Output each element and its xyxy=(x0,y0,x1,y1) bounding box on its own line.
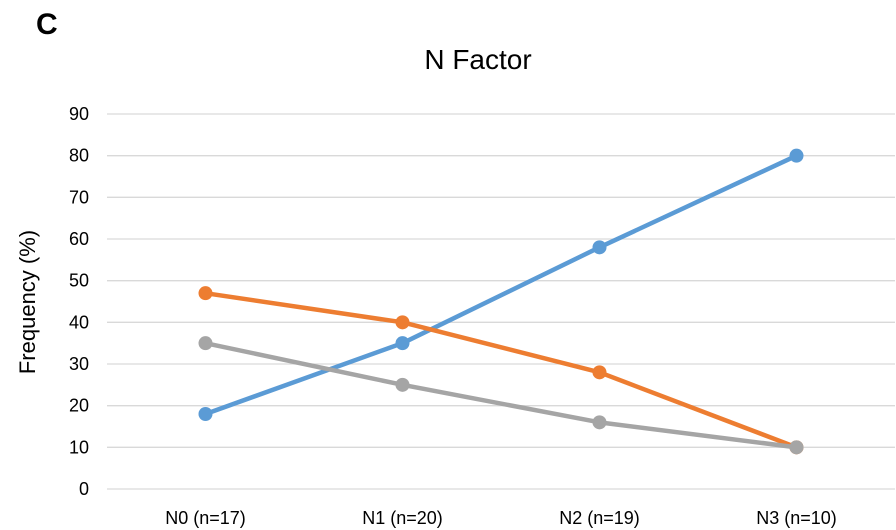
series-2 xyxy=(198,286,804,455)
data-point xyxy=(395,336,410,351)
x-tick-label: N0 (n=17) xyxy=(165,508,246,528)
series-line xyxy=(203,340,799,450)
y-tick-label: 20 xyxy=(69,396,89,416)
chart-title: N Factor xyxy=(424,44,532,75)
y-tick-label: 40 xyxy=(69,312,89,332)
series-group xyxy=(198,148,804,455)
data-point xyxy=(789,440,804,455)
series-line xyxy=(203,290,799,450)
y-tick-label: 0 xyxy=(79,479,89,499)
y-tick-label: 90 xyxy=(69,104,89,124)
data-point xyxy=(198,407,213,421)
data-point xyxy=(395,377,410,392)
data-point xyxy=(592,365,607,380)
y-tick-label: 50 xyxy=(69,271,89,291)
series-1 xyxy=(198,148,804,421)
panel-label: C xyxy=(36,8,58,41)
x-tick-label: N1 (n=20) xyxy=(362,508,443,528)
gridlines xyxy=(107,113,895,490)
data-point xyxy=(592,240,607,255)
y-tick-label: 30 xyxy=(69,354,89,374)
series-line xyxy=(203,153,799,417)
y-tick-label: 70 xyxy=(69,187,89,207)
data-point xyxy=(789,148,804,163)
x-tick-labels: N0 (n=17) N1 (n=20) N2 (n=19) N3 (n=10) xyxy=(165,508,837,528)
y-tick-labels: 0 10 20 30 40 50 60 70 80 90 xyxy=(69,104,89,499)
data-point xyxy=(395,315,410,330)
y-tick-label: 80 xyxy=(69,146,89,166)
data-point xyxy=(198,286,213,301)
x-tick-label: N3 (n=10) xyxy=(756,508,837,528)
data-point xyxy=(198,336,213,351)
y-tick-label: 10 xyxy=(69,437,89,457)
data-point xyxy=(592,415,607,430)
y-tick-label: 60 xyxy=(69,229,89,249)
series-3 xyxy=(198,336,804,455)
x-tick-label: N2 (n=19) xyxy=(559,508,640,528)
